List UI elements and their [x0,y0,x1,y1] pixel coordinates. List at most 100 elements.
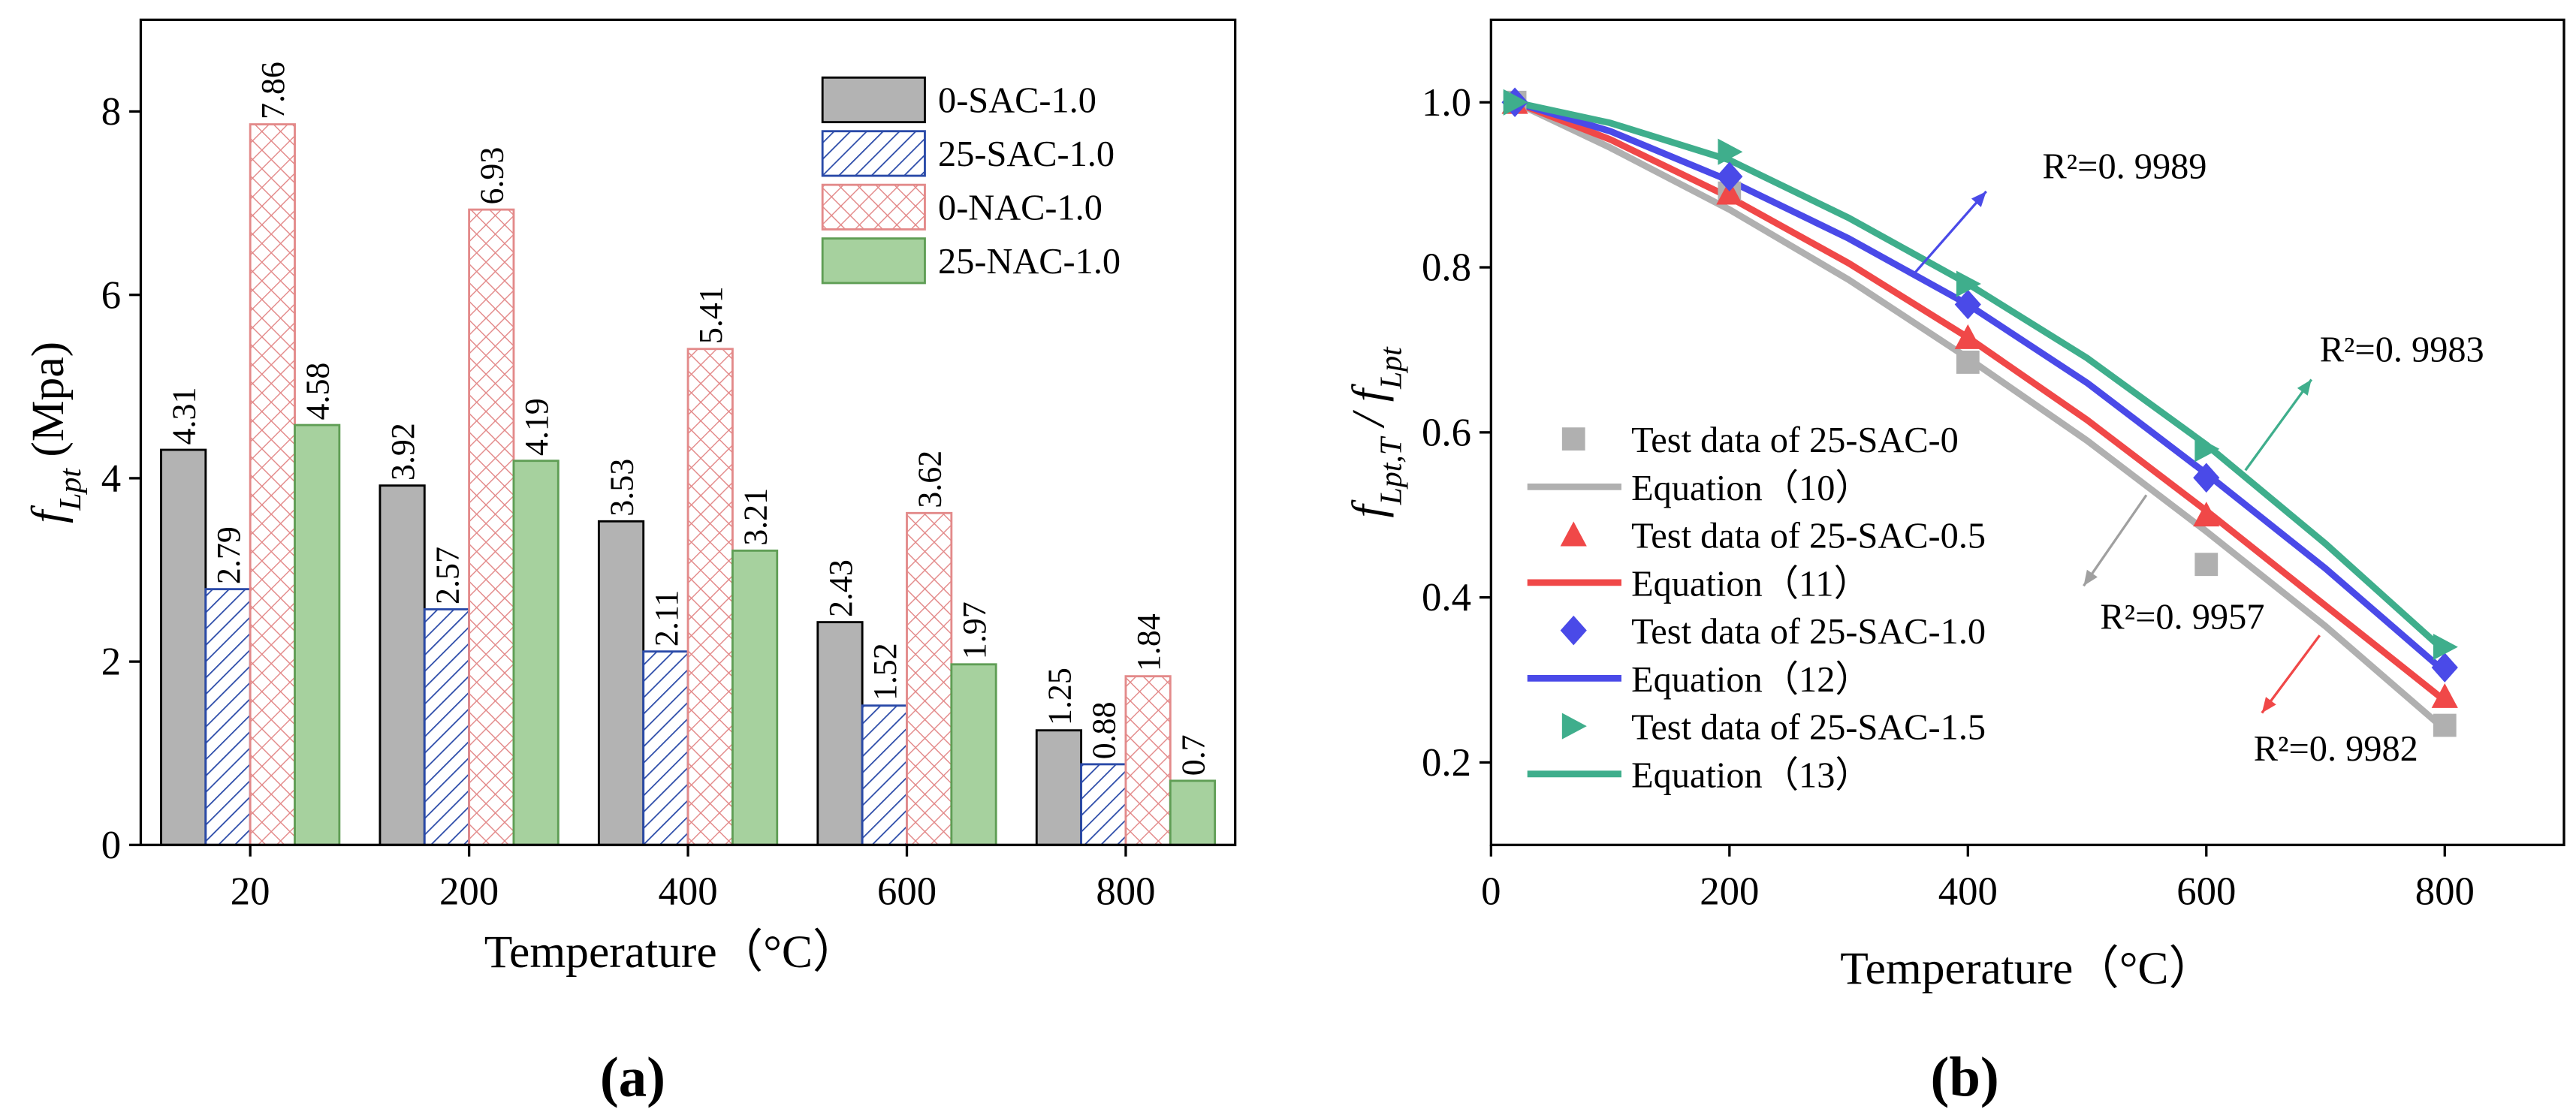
marker [1716,161,1743,191]
y-tick-label: 2 [101,640,121,684]
value-label: 2.57 [429,547,466,604]
marker [1561,427,1585,451]
value-label: 3.53 [603,459,640,517]
legend-label: Test data of 25-SAC-1.0 [1631,612,1986,652]
marker [2194,553,2219,577]
bar [906,511,953,846]
value-label: 4.19 [518,398,555,456]
x-tick-label: 400 [1938,869,1998,913]
caption: (a) [600,1046,665,1108]
x-tick-label: 800 [1096,869,1155,913]
bar [731,549,779,846]
bar [950,663,997,846]
value-label: 5.41 [692,286,729,344]
y-tick-label: 1.0 [1422,81,1471,125]
marker [2193,502,2220,527]
x-axis-label: Temperature（°C） [1840,943,2215,994]
y-axis-label-part: Lpt [1374,346,1408,390]
y-axis-label-part: Lpt [53,468,88,511]
bar [379,484,426,846]
annotation: R²=0. 9983 [2320,330,2484,369]
bar [423,608,471,846]
marker [1503,89,1528,116]
y-axis-label: fLpt,T / fLpt [1343,346,1408,518]
legend-label: 0-SAC-1.0 [938,80,1096,120]
annotation-arrowhead [2261,697,2276,713]
y-axis-label-part: (Mpa) [23,342,74,469]
legend-label: Equation（13） [1631,755,1872,795]
y-tick-label: 0.6 [1422,411,1471,454]
y-tick-label: 4 [101,457,121,500]
value-label: 1.84 [1130,613,1167,671]
marker [2431,652,2458,683]
annotation: R²=0. 9989 [2042,146,2206,186]
marker [2193,463,2220,493]
marker [1956,351,1980,374]
annotation-arrow [2261,634,2321,714]
x-axis-label: Temperature（°C） [484,927,859,978]
marker [1718,138,1743,165]
value-label: 0.7 [1175,734,1211,776]
marker [1716,179,1743,205]
annotation: R²=0. 9982 [2254,729,2418,769]
bar [861,704,908,846]
value-label: 6.93 [474,147,511,205]
annotation-arrow [1914,190,1987,273]
marker [1561,713,1587,740]
y-axis-label-part: / [1343,402,1394,438]
marker [1954,289,1981,320]
y-tick-label: 8 [101,90,121,134]
legend-swatch [821,183,926,231]
bar [512,460,560,846]
bar [597,520,645,846]
x-tick-label: 20 [231,869,270,913]
bar [816,621,864,846]
value-label: 2.11 [648,590,685,646]
x-tick-label: 200 [439,869,499,913]
legend-label: Test data of 25-SAC-0 [1631,420,1959,460]
annotation-arrow [2244,378,2313,472]
annotation-arrowhead [2297,379,2312,396]
bar [1169,779,1217,846]
value-label: 1.97 [956,601,993,659]
plot-frame [139,18,1237,846]
legend-swatch [821,237,926,285]
y-tick-label: 6 [101,273,121,317]
annotation-arrow [2083,494,2148,587]
legend-label: 0-NAC-1.0 [938,188,1102,228]
bar [1035,729,1083,846]
marker [1560,521,1587,547]
value-label: 1.25 [1041,668,1078,725]
marker [2433,634,2458,661]
value-label: 2.79 [210,526,247,584]
plot-frame [1489,18,2565,846]
value-label: 4.31 [166,387,203,445]
bar [249,123,296,846]
annotation-arrowhead [2083,569,2098,586]
value-label: 4.58 [300,363,336,420]
bar [468,208,515,846]
value-label: 1.52 [867,643,903,701]
bar [160,448,207,846]
x-tick-label: 400 [658,869,717,913]
x-tick-label: 800 [2415,869,2475,913]
legend-label: Equation（12） [1631,660,1872,700]
value-label: 7.86 [255,62,291,119]
value-label: 3.21 [737,488,774,546]
x-tick-label: 600 [2176,869,2236,913]
x-tick-label: 0 [1481,869,1501,913]
x-tick-label: 200 [1700,869,1759,913]
y-tick-label: 0 [101,824,121,867]
bar [294,423,341,846]
legend-swatch [821,130,926,177]
bar [1124,675,1172,846]
y-axis-label-part: Lpt,T [1374,435,1408,505]
marker [2431,683,2458,708]
legend-label: Equation（11） [1631,564,1870,604]
bar [1080,763,1127,846]
marker [2433,713,2457,737]
marker [2194,435,2220,463]
legend-label: 25-SAC-1.0 [938,134,1115,174]
